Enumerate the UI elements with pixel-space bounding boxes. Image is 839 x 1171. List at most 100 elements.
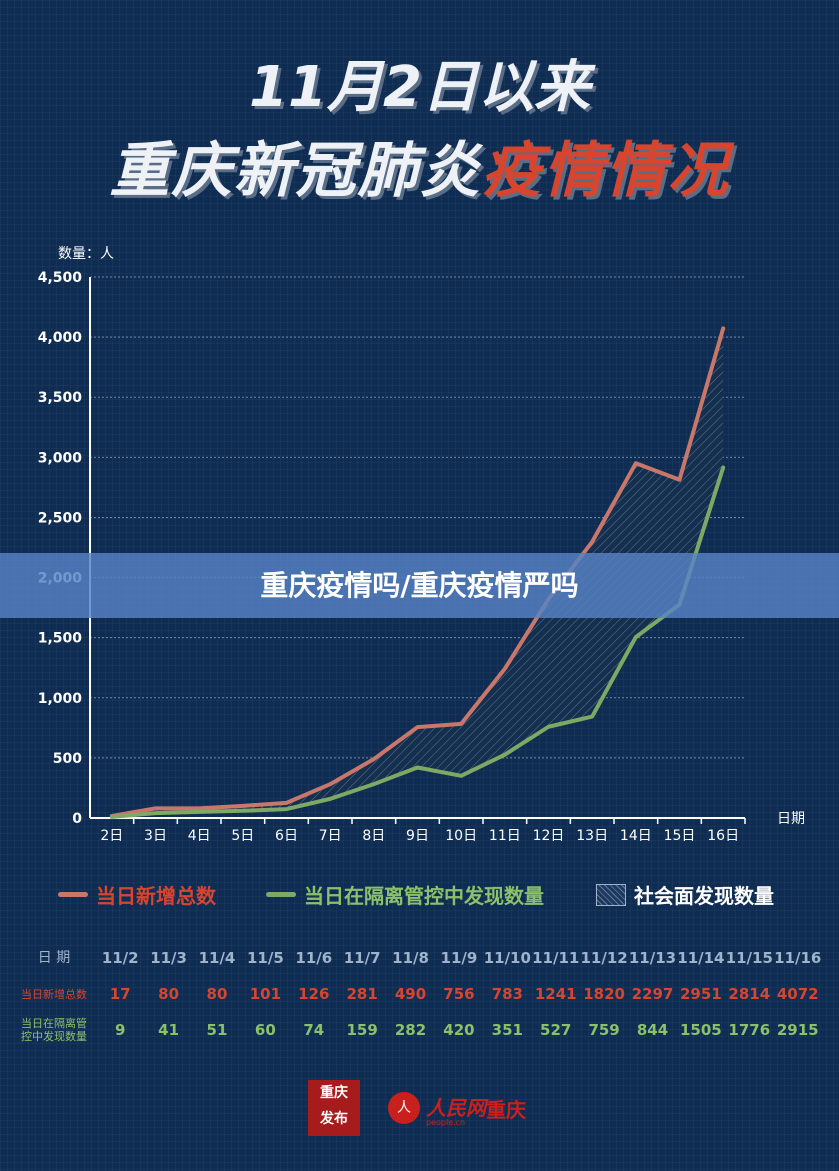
table-new-total-cell: 101 [249, 985, 282, 1003]
table-date-cell: 11/10 [483, 949, 531, 967]
table-new-total-cell: 2297 [631, 985, 674, 1003]
y-tick-label: 500 [53, 751, 82, 767]
footer-logos: 重庆 发布 人 人民网 people.cn 重庆 [0, 1080, 839, 1140]
table-date-cell: 11/5 [246, 949, 284, 967]
people-net-logo-text: 人民网 [426, 1096, 486, 1120]
y-tick-label: 0 [72, 811, 82, 827]
page-title: 11月2日以来 [249, 55, 590, 120]
table-date-cell: 11/11 [532, 949, 580, 967]
table-new-total-cell: 80 [158, 985, 180, 1003]
table-header-row: 日 期 11/2 11/3 11/4 11/5 11/6 11/7 11/8 11/9 11/1… [12, 940, 822, 976]
y-tick-label: 4,500 [38, 270, 83, 286]
table-new-total-cell: 783 [491, 985, 523, 1003]
y-tick-label: 1,500 [38, 631, 83, 647]
table-date-cell: 11/2 [101, 949, 139, 967]
series-line-new-total [109, 326, 726, 818]
legend-label-new-total: 当日新增总数 [96, 884, 216, 908]
table-date-cell: 11/9 [440, 949, 478, 967]
x-tick-label: 15日 [664, 828, 696, 844]
legend-item-new-total: 当日新增总数 [58, 880, 216, 909]
x-tick-label: 8日 [362, 828, 385, 844]
table-date-cell: 11/6 [295, 949, 333, 967]
table-isolation-cell: 282 [394, 1021, 427, 1039]
legend-item-community: 社会面发现数量 [596, 880, 774, 909]
table-row2-label-line2: 控中发现数量 [21, 1030, 87, 1043]
table-new-total-cell: 2951 [680, 985, 722, 1003]
x-tick-label: 14日 [620, 828, 652, 844]
table-header-label: 日 期 [37, 949, 71, 966]
table-isolation-cell: 41 [158, 1021, 180, 1039]
table-new-total-cell: 1820 [583, 985, 625, 1003]
table-date-cell: 11/13 [628, 949, 677, 967]
table-isolation-cell: 74 [303, 1021, 325, 1039]
x-tick-label: 16日 [707, 828, 739, 844]
x-tick-label: 9日 [406, 828, 429, 844]
table-isolation-cell: 1776 [728, 1021, 771, 1039]
x-tick-label: 13日 [576, 828, 608, 844]
people-net-logo-url: people.cn [426, 1118, 466, 1127]
logo1-line1: 重庆 [320, 1085, 348, 1101]
overlay-banner: 重庆疫情吗/重庆疫情严吗 [0, 553, 839, 618]
legend-swatch-isolation [266, 892, 296, 897]
series-line-isolation [109, 465, 726, 819]
table-isolation-cell: 159 [346, 1021, 378, 1039]
chongqing-release-logo: 重庆 发布 [308, 1080, 360, 1136]
y-tick-label: 1,000 [38, 691, 83, 707]
table-isolation-cell: 60 [254, 1021, 276, 1039]
table-new-total-cell: 1241 [534, 985, 577, 1003]
table-new-total-cell: 126 [298, 985, 330, 1003]
people-daily-emblem: 人 [388, 1092, 420, 1124]
x-tick-label: 3日 [144, 828, 167, 844]
x-tick-label: 5日 [231, 828, 254, 844]
logo1-line2: 发布 [320, 1111, 348, 1127]
table-date-cell: 11/4 [198, 949, 236, 967]
table-date-cell: 11/14 [677, 949, 725, 967]
x-tick-label: 12日 [533, 828, 565, 844]
y-axis-label: 数量：人 [58, 246, 114, 262]
y-tick-label: 3,000 [38, 450, 83, 466]
table-new-total-cell: 17 [109, 985, 131, 1003]
table-isolation-cell: 420 [443, 1021, 475, 1039]
table-date-cell: 11/12 [580, 949, 628, 967]
table-isolation-cell: 9 [114, 1021, 126, 1039]
table-new-total-cell: 2814 [728, 985, 771, 1003]
table-date-cell: 11/7 [343, 949, 381, 967]
community-area [111, 328, 724, 817]
people-net-chongqing-text: 重庆 [486, 1098, 526, 1122]
legend-item-isolation: 当日在隔离管控中发现数量 [266, 880, 544, 909]
table-date-cell: 11/15 [725, 949, 773, 967]
y-tick-label: 4,000 [38, 330, 83, 346]
legend-label-community: 社会面发现数量 [634, 884, 774, 908]
x-tick-label: 11日 [489, 828, 521, 844]
table-new-total-cell: 4072 [776, 985, 819, 1003]
table-row2-label: 当日在隔离管 控中发现数量 [12, 1012, 96, 1048]
table-new-total-cell: 756 [443, 985, 475, 1003]
table-row2-label-line1: 当日在隔离管 [21, 1017, 87, 1030]
table-isolation-cell: 759 [588, 1021, 620, 1039]
table-isolation-cell: 351 [491, 1021, 523, 1039]
table-date-cell: 11/3 [150, 949, 187, 967]
table-isolation-cell: 527 [540, 1021, 572, 1039]
y-tick-label: 3,500 [38, 390, 83, 406]
subtitle-red-part: 疫情情况 [481, 136, 730, 206]
table-isolation-cell: 844 [636, 1021, 669, 1039]
y-tick-label: 2,500 [38, 510, 83, 526]
table-new-total-cell: 80 [206, 985, 228, 1003]
legend-swatch-community [596, 883, 626, 906]
x-tick-label: 6日 [275, 828, 298, 844]
page-subtitle: 重庆新冠肺炎疫情情况 [0, 122, 839, 209]
table-isolation-cell: 1505 [680, 1021, 722, 1039]
legend-label-isolation: 当日在隔离管控中发现数量 [304, 884, 544, 908]
table-isolation-cell: 2915 [776, 1021, 819, 1039]
x-axis-label: 日期 [777, 811, 805, 827]
table-new-total-cell: 490 [394, 985, 427, 1003]
x-tick-label: 10日 [445, 828, 477, 844]
x-tick-label: 2日 [100, 828, 123, 844]
subtitle-white-part: 重庆新冠肺炎 [109, 136, 482, 206]
table-row-isolation: 当日在隔离管 控中发现数量 9 41 51 60 74 159 282 420 351 527 75… [12, 1012, 822, 1048]
x-tick-label: 4日 [188, 828, 211, 844]
table-isolation-cell: 51 [206, 1021, 228, 1039]
legend-swatch-new-total [58, 892, 88, 897]
table-row1-label: 当日新增总数 [21, 987, 87, 1001]
